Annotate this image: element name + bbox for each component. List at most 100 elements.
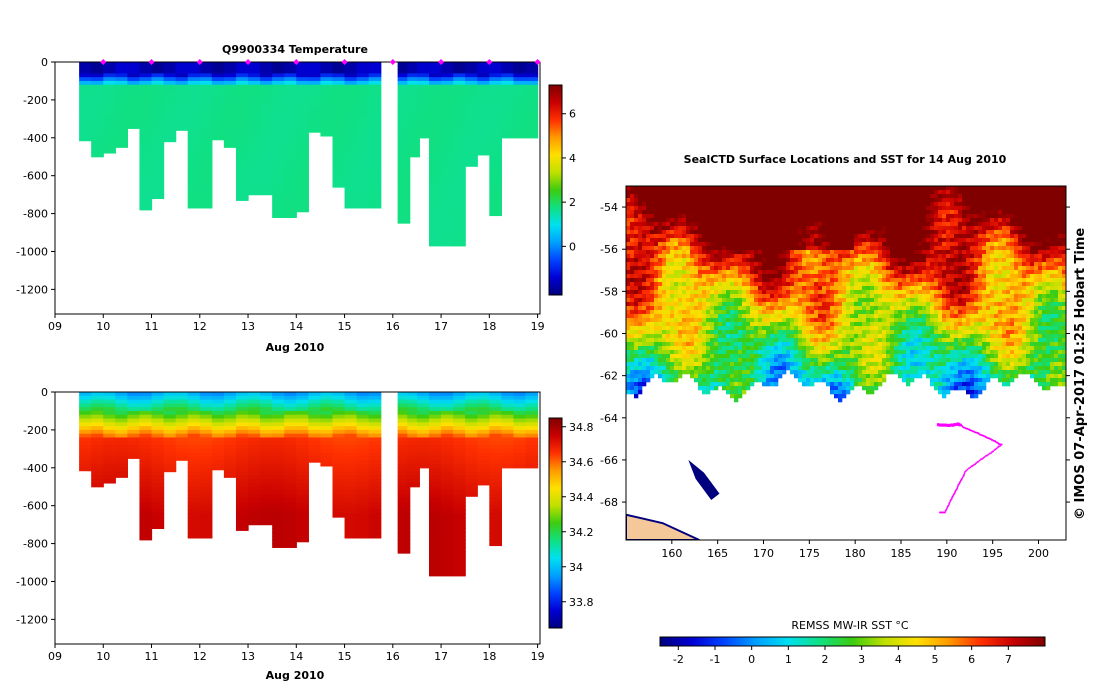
temperature-cell	[501, 115, 515, 120]
temperature-cell	[453, 96, 466, 101]
sst-cell	[890, 246, 895, 251]
sst-cell	[902, 190, 907, 195]
sst-cell	[850, 254, 855, 259]
sst-cell	[894, 250, 899, 255]
sst-cell	[714, 218, 719, 223]
temperature-cell	[235, 183, 249, 188]
salinity-cell	[79, 445, 92, 450]
sst-cell	[1050, 270, 1055, 275]
temperature-cell	[416, 130, 430, 135]
sst-cell	[1022, 250, 1027, 255]
salinity-cell	[441, 464, 454, 469]
sst-cell	[750, 218, 755, 223]
sst-cell	[870, 202, 875, 207]
salinity-cell	[115, 452, 128, 458]
sst-cell	[894, 202, 899, 207]
salinity-cell	[103, 410, 116, 416]
salinity-cell	[272, 498, 285, 503]
temperature-cell	[235, 156, 249, 162]
salinity-cell	[501, 418, 515, 423]
sst-cell	[706, 246, 711, 251]
salinity-cell	[465, 407, 478, 412]
salinity-cell	[465, 445, 478, 450]
sst-cell	[1050, 234, 1055, 239]
temperature-cell	[397, 141, 411, 146]
sst-cell	[642, 254, 647, 259]
sst-cell	[982, 274, 987, 279]
sst-cell	[842, 190, 847, 195]
temperature-cell	[465, 84, 478, 90]
sst-cell	[686, 242, 691, 247]
salinity-cell	[139, 501, 153, 507]
sst-cell	[886, 238, 891, 243]
salinity-cell	[368, 429, 382, 435]
salinity-cell	[453, 460, 466, 465]
sst-cell	[722, 198, 727, 203]
salinity-cell	[429, 410, 442, 416]
temperature-cell	[91, 92, 104, 97]
sst-cell	[942, 230, 947, 235]
temperature-cell	[501, 122, 515, 128]
sst-cell	[702, 198, 707, 203]
salinity-cell	[441, 539, 454, 545]
temperature-cell	[296, 80, 309, 86]
sst-cell	[914, 210, 919, 215]
temperature-cell	[127, 84, 141, 90]
sst-cell	[670, 250, 675, 255]
temperature-cell	[223, 107, 237, 112]
salinity-cell	[407, 426, 420, 431]
salinity-cell	[320, 464, 334, 467]
temperature-cell	[465, 156, 478, 162]
sst-cell	[994, 266, 999, 271]
salinity-cell	[429, 467, 442, 473]
sst-cell	[626, 234, 631, 239]
salinity-cell	[489, 418, 502, 423]
salinity-cell	[320, 418, 334, 423]
temperature-cell	[344, 80, 358, 86]
temperature-cell	[79, 99, 92, 105]
sst-cell	[722, 242, 727, 247]
sst-cell	[934, 194, 939, 199]
sst-cell	[694, 234, 699, 239]
salinity-cell	[344, 433, 358, 439]
sst-cell	[1042, 262, 1047, 267]
sst-cell	[826, 242, 831, 247]
sst-cell	[1014, 186, 1019, 191]
temperature-cell	[441, 232, 454, 237]
temperature-cell	[332, 73, 346, 78]
temperature-cell	[163, 99, 177, 105]
salinity-cell	[296, 482, 309, 488]
sst-cell	[766, 230, 771, 235]
sst-cell	[678, 222, 683, 227]
sst-cell	[1002, 190, 1007, 195]
salinity-cell	[235, 501, 249, 507]
temperature-cell	[441, 187, 454, 192]
salinity-cell	[272, 524, 285, 530]
sst-cell	[874, 226, 879, 231]
temperature-cell	[260, 134, 273, 139]
salinity-cell	[272, 471, 285, 476]
temperature-cell	[397, 80, 411, 86]
sst-cell	[1014, 190, 1019, 195]
sst-cell	[918, 206, 923, 211]
sst-cell	[958, 190, 963, 195]
salinity-cell	[79, 441, 92, 446]
salinity-cell	[368, 448, 382, 454]
sst-cell	[1002, 194, 1007, 199]
salinity-cell	[441, 528, 454, 533]
temperature-cell	[416, 115, 430, 120]
sst-cell	[646, 206, 651, 211]
temperature-cell	[368, 122, 382, 128]
salinity-cell	[344, 445, 358, 450]
salinity-cell	[284, 486, 297, 492]
sst-cell	[786, 194, 791, 199]
salinity-cell	[248, 418, 261, 423]
temperature-cell	[284, 62, 297, 67]
salinity-cell	[248, 498, 261, 503]
sst-cell	[814, 238, 819, 243]
salinity-cell	[284, 501, 297, 507]
temperature-cell	[332, 122, 346, 128]
sst-cell	[798, 274, 803, 279]
salinity-cell	[453, 410, 466, 416]
sst-cell	[714, 230, 719, 235]
